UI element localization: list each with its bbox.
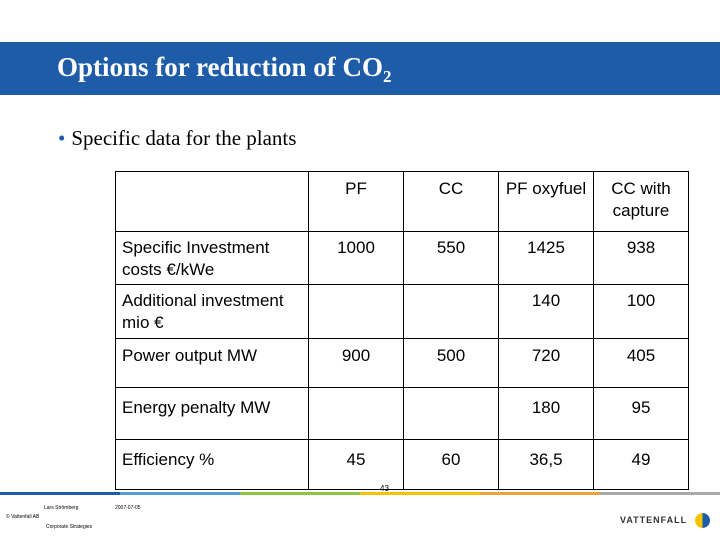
slide-title-subscript: 2 [383, 67, 392, 86]
bullet-dot-icon: • [58, 126, 66, 150]
table-cell: 500 [403, 338, 499, 388]
footer-author: Lars Strömberg [44, 505, 79, 511]
row-label: Additional investment mio € [115, 284, 309, 339]
table-cell: 100 [593, 284, 689, 339]
footer-department: Corporate Strategies [46, 524, 93, 530]
table-corner-cell [115, 171, 309, 232]
row-label: Specific Investment costs €/kWe [115, 231, 309, 285]
table-header-row: PF CC PF oxyfuel CC with capture [115, 171, 689, 232]
column-header: CC with capture [593, 171, 689, 232]
table-cell: 1000 [308, 231, 404, 285]
table-row: Specific Investment costs €/kWe 1000 550… [115, 231, 689, 285]
vattenfall-logo: VATTENFALL [620, 513, 712, 529]
logo-wordmark: VATTENFALL [620, 515, 688, 525]
footer-copyright: © Vattenfall AB [6, 514, 40, 520]
strip-segment [480, 492, 600, 495]
column-header: PF [308, 171, 404, 232]
table-cell: 720 [498, 338, 594, 388]
column-header: PF oxyfuel [498, 171, 594, 232]
logo-sun-icon [695, 513, 710, 528]
strip-segment [600, 492, 720, 495]
strip-segment [0, 492, 120, 495]
row-label: Energy penalty MW [115, 387, 309, 440]
slide-title-text: Options for reduction of CO [57, 52, 384, 82]
table-cell: 95 [593, 387, 689, 440]
title-bar [0, 42, 720, 95]
strip-segment [120, 492, 240, 495]
footer-color-strip [0, 492, 720, 495]
table-cell: 938 [593, 231, 689, 285]
strip-segment [240, 492, 360, 495]
table-row: Efficiency % 45 60 36,5 49 [115, 439, 689, 490]
footer-date: 2007-07-05 [115, 505, 141, 511]
slide-title: Options for reduction of CO2 [57, 52, 392, 87]
table-cell: 900 [308, 338, 404, 388]
bullet-item: • Specific data for the plants [58, 126, 296, 151]
table-cell [308, 387, 404, 440]
table-row: Energy penalty MW 180 95 [115, 387, 689, 440]
table-row: Power output MW 900 500 720 405 [115, 338, 689, 388]
data-table: PF CC PF oxyfuel CC with capture Specifi… [115, 171, 689, 490]
table-cell [403, 387, 499, 440]
table-cell: 550 [403, 231, 499, 285]
table-cell: 45 [308, 439, 404, 490]
table-cell: 1425 [498, 231, 594, 285]
table-cell [308, 284, 404, 339]
column-header: CC [403, 171, 499, 232]
strip-segment [360, 492, 480, 495]
table-cell: 36,5 [498, 439, 594, 490]
table-row: Additional investment mio € 140 100 [115, 284, 689, 339]
page-number: 43 [380, 484, 389, 493]
row-label: Efficiency % [115, 439, 309, 490]
table-cell: 140 [498, 284, 594, 339]
table-cell: 180 [498, 387, 594, 440]
row-label: Power output MW [115, 338, 309, 388]
table-cell: 405 [593, 338, 689, 388]
table-cell: 49 [593, 439, 689, 490]
table-cell [403, 284, 499, 339]
table-cell: 60 [403, 439, 499, 490]
bullet-text: Specific data for the plants [71, 126, 297, 150]
